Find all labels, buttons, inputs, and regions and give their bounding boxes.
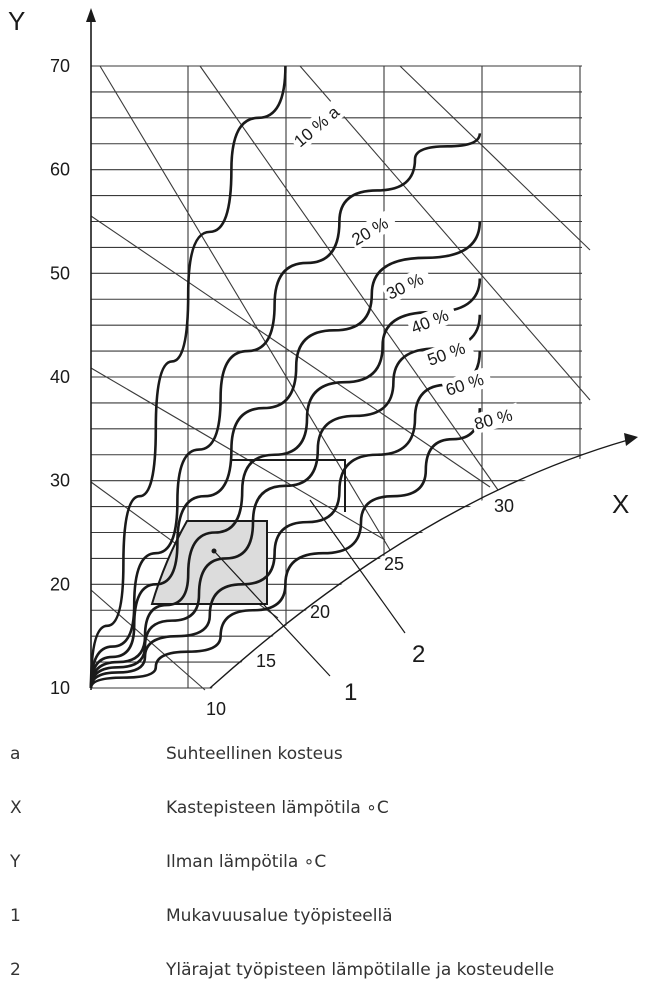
curve-label: 40 %: [408, 306, 451, 338]
legend-key: a: [10, 744, 21, 764]
curve-label-bg: [422, 335, 475, 371]
annotation-2: 2: [412, 641, 425, 668]
curve-label-bg: [381, 265, 434, 305]
humidity-curve-1: [89, 133, 482, 689]
legend-text: Mukavuusalue työpisteellä: [166, 906, 393, 926]
x-tick-label: 10: [206, 699, 226, 719]
x-tick-label: 30: [494, 496, 514, 516]
curve-label: 30 %: [383, 270, 426, 304]
x-axis-title: X: [612, 489, 629, 519]
y-tick-label: 10: [50, 678, 70, 698]
x-axis-curve: [209, 439, 629, 689]
curve-label: 50 %: [425, 339, 468, 370]
humidity-curve-5: [89, 351, 482, 689]
legend-row-a: a Suhteellinen kosteus: [0, 744, 655, 778]
y-tick-label: 50: [50, 263, 70, 283]
legend-row-1: 1 Mukavuusalue työpisteellä: [0, 906, 655, 940]
dew-point-line: [199, 65, 499, 491]
dew-point-line: [299, 65, 591, 401]
curve-label-bg: [469, 402, 522, 435]
y-axis-title: Y: [8, 6, 25, 36]
y-axis-arrow: [86, 8, 96, 22]
legend-row-y: Y Ilman lämpötila ∘C: [0, 852, 655, 886]
dew-point-line: [90, 367, 386, 541]
legend-row-2: 2 Ylärajat työpisteen lämpötilalle ja ko…: [0, 960, 655, 994]
curve-label: 80 %: [472, 405, 514, 433]
dew-point-line: [90, 215, 491, 488]
legend-row-x: X Kastepisteen lämpötila ∘C: [0, 798, 655, 832]
grid-mask: [91, 440, 655, 720]
curve-label: 60 %: [443, 370, 486, 400]
legend-text: Ilman lämpötila ∘C: [166, 852, 327, 872]
humidity-curves: [89, 65, 482, 689]
humidity-curve-0: [89, 65, 287, 689]
annotation-1: 1: [344, 679, 357, 706]
curve-label-bg: [346, 209, 398, 251]
humidity-curve-4: [89, 314, 482, 689]
dew-point-line: [399, 65, 591, 251]
legend-key: X: [10, 798, 22, 818]
humidity-curve-2: [89, 221, 482, 689]
upper-limit-2: [231, 459, 346, 512]
x-tick-label: 25: [384, 554, 404, 574]
curve-label-bg: [441, 366, 493, 401]
y-tick-label: 40: [50, 367, 70, 387]
legend-text: Kastepisteen lämpötila ∘C: [166, 798, 389, 818]
pointer-line-1: [213, 550, 331, 677]
y-tick-label: 20: [50, 574, 70, 594]
legend-text: Ylärajat työpisteen lämpötilalle ja kost…: [166, 960, 555, 980]
legend-key: Y: [10, 852, 21, 872]
legend-key: 2: [10, 960, 21, 980]
y-tick-label: 30: [50, 471, 70, 491]
curve-label: 20 %: [349, 214, 392, 250]
humidity-curve-6: [89, 408, 482, 689]
x-tick-label: 20: [310, 602, 330, 622]
pointer-line-2: [309, 499, 406, 634]
x-tick-label: 15: [256, 651, 276, 671]
legend-key: 1: [10, 906, 21, 926]
y-tick-label: 60: [50, 160, 70, 180]
curve-label-bg: [288, 93, 354, 153]
y-tick-label: 70: [50, 56, 70, 76]
chart-grid: [91, 65, 655, 720]
dew-point-line: [99, 65, 391, 551]
legend-text: Suhteellinen kosteus: [166, 744, 343, 764]
dew-point-line: [90, 589, 206, 691]
chart-axes: [86, 8, 638, 690]
curve-label-bg: [406, 301, 459, 339]
x-axis-arrow: [624, 433, 638, 446]
